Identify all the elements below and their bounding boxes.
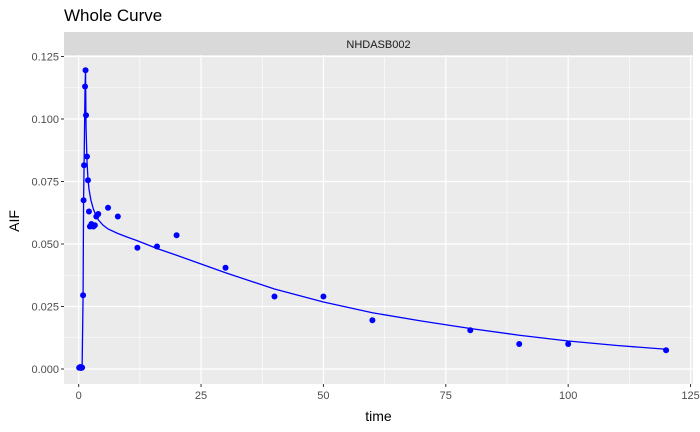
y-axis: 0.000 0.025 0.050 0.075 0.100 0.125	[31, 52, 64, 376]
data-point	[565, 341, 572, 347]
data-point	[82, 83, 89, 90]
x-tick-label: 25	[195, 390, 207, 402]
x-tick-label: 50	[317, 390, 329, 402]
data-point	[82, 67, 89, 74]
data-point	[222, 264, 229, 271]
data-points-series	[76, 67, 670, 371]
data-point	[516, 341, 523, 347]
chart-title: Whole Curve	[64, 6, 162, 25]
data-point	[105, 204, 112, 211]
data-point	[467, 327, 474, 334]
grid-lines	[64, 55, 693, 384]
y-tick-label: 0.125	[31, 52, 59, 64]
x-axis: 0 25 50 75 100 125	[76, 384, 700, 402]
facet-strip	[64, 32, 693, 55]
data-point	[134, 244, 141, 251]
facet-label: NHDASB002	[346, 39, 410, 51]
data-point	[369, 317, 376, 324]
y-axis-title: AIF	[6, 210, 22, 232]
fit-line-series	[78, 70, 667, 369]
x-tick-label: 125	[681, 390, 699, 402]
data-point	[91, 222, 98, 229]
data-point	[83, 112, 90, 119]
data-point	[80, 292, 87, 299]
y-tick-label: 0.000	[31, 364, 59, 376]
data-point	[85, 208, 92, 215]
data-point	[173, 232, 180, 239]
x-tick-label: 100	[559, 390, 577, 402]
data-point	[81, 162, 88, 169]
data-point	[80, 197, 87, 204]
data-point	[271, 293, 278, 300]
y-tick-label: 0.075	[31, 177, 59, 189]
y-tick-label: 0.025	[31, 302, 59, 314]
data-point	[84, 153, 91, 160]
data-point	[320, 293, 327, 300]
y-tick-label: 0.050	[31, 239, 59, 251]
x-tick-label: 0	[76, 390, 82, 402]
data-point	[95, 211, 102, 217]
plot-panel	[64, 55, 693, 384]
data-point	[84, 177, 91, 184]
data-point	[114, 213, 121, 220]
fit-line	[78, 70, 667, 369]
y-tick-label: 0.100	[31, 114, 59, 126]
x-tick-label: 75	[440, 390, 452, 402]
data-point	[154, 243, 160, 250]
data-point	[79, 364, 86, 371]
data-point	[663, 347, 670, 354]
x-axis-title: time	[365, 408, 392, 424]
